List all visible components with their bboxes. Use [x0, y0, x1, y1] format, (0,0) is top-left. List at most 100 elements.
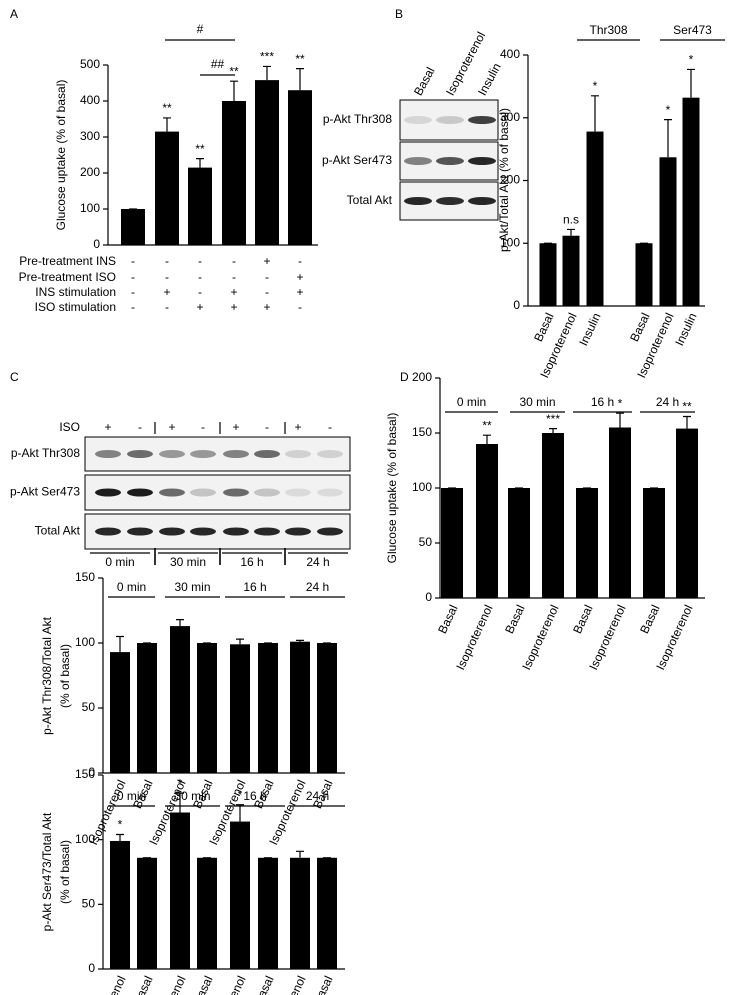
y-tick-label: 300: [80, 129, 100, 143]
bar: [290, 857, 310, 969]
group-label: 24 h: [656, 395, 679, 409]
bar: [643, 488, 665, 598]
bar: [137, 857, 157, 969]
bar: [170, 812, 190, 969]
blot-band: [95, 527, 121, 536]
x-tick-label: Basal: [637, 603, 662, 636]
bar: [476, 444, 498, 598]
y-tick-label: 400: [500, 47, 520, 61]
condition-sign: +: [163, 285, 170, 299]
significance-label: **: [229, 64, 239, 78]
y-tick-label: 0: [93, 237, 100, 251]
blot-row-label: p-Akt Thr308: [11, 446, 80, 460]
blot-band: [254, 450, 280, 458]
bar: [197, 857, 217, 969]
blot-band: [436, 116, 464, 124]
blot-band: [436, 157, 464, 165]
condition-sign: -: [198, 285, 202, 299]
error-bar: [664, 119, 672, 158]
error-bar: [176, 619, 184, 627]
x-tick-label: Basal: [627, 311, 652, 344]
significance-label: *: [618, 396, 623, 410]
bar: [542, 433, 564, 598]
x-tick-label: Basal: [251, 974, 276, 995]
bar: [508, 488, 530, 598]
significance-label: **: [682, 400, 692, 414]
bar: [255, 80, 279, 246]
y-axis-label: (% of basal): [58, 644, 72, 708]
blot-band: [127, 488, 153, 497]
blot-band: [285, 527, 311, 536]
blot-band: [404, 116, 432, 124]
bar: [586, 131, 604, 306]
bar: [576, 488, 598, 598]
panel-letter: D: [400, 370, 409, 384]
error-bar: [683, 415, 691, 429]
error-bar: [549, 428, 557, 433]
condition-sign: -: [165, 254, 169, 268]
bar: [155, 131, 179, 245]
bar: [110, 652, 130, 773]
blot-band: [159, 450, 185, 458]
significance-label: **: [482, 418, 492, 432]
bar: [562, 235, 580, 306]
error-bar: [616, 412, 624, 428]
error-bar: [236, 804, 244, 822]
treatment-sign: +: [294, 420, 301, 434]
bar: [288, 90, 312, 245]
bracket-label: ##: [211, 57, 225, 71]
blot-band: [254, 527, 280, 536]
blot-band: [436, 197, 464, 205]
bar: [188, 167, 212, 245]
treatment-sign: -: [138, 420, 142, 434]
error-bar: [176, 792, 184, 813]
blot-band: [317, 488, 343, 497]
bar: [137, 643, 157, 773]
group-label: 30 min: [174, 580, 210, 594]
y-axis-label: p-Akt/Total Akt (% of basal): [497, 108, 511, 252]
blot-band: [223, 450, 249, 458]
significance-label: **: [195, 142, 205, 156]
blot-band: [317, 527, 343, 536]
error-bar: [263, 65, 271, 81]
group-label: 30 min: [519, 395, 555, 409]
timepoint-label: 16 h: [240, 555, 263, 569]
treatment-sign: -: [265, 420, 269, 434]
condition-sign: -: [131, 285, 135, 299]
x-tick-label: Basal: [435, 603, 460, 636]
blot-band: [285, 450, 311, 458]
condition-label: INS stimulation: [35, 285, 116, 299]
significance-label: *: [178, 776, 183, 790]
condition-sign: -: [165, 300, 169, 314]
error-bar: [483, 434, 491, 444]
condition-sign: -: [265, 285, 269, 299]
timepoint-label: 0 min: [105, 555, 134, 569]
error-bar: [116, 635, 124, 653]
bracket-label: #: [197, 22, 204, 36]
condition-label: ISO stimulation: [35, 300, 116, 314]
condition-sign: -: [131, 300, 135, 314]
y-axis-label: Glucose uptake (% of basal): [385, 413, 399, 564]
error-bar: [116, 833, 124, 841]
timepoint-label: 30 min: [170, 555, 206, 569]
y-tick-label: 200: [412, 370, 432, 384]
blot-band: [190, 527, 216, 536]
y-tick-label: 100: [80, 201, 100, 215]
condition-label: Pre-treatment ISO: [19, 270, 116, 284]
blot-band: [159, 488, 185, 497]
blot-lane-label: Insulin: [475, 61, 504, 98]
group-label: 0 min: [117, 789, 146, 803]
blot-band: [223, 488, 249, 497]
y-axis-label: p-Akt Ser473/Total Akt: [40, 812, 54, 931]
significance-label: *: [689, 53, 694, 67]
condition-sign: +: [296, 285, 303, 299]
bar: [539, 243, 557, 306]
y-tick-label: 100: [75, 832, 95, 846]
significance-label: ***: [260, 50, 274, 64]
blot-band: [254, 488, 280, 497]
y-axis-label: Glucose uptake (% of basal): [54, 80, 68, 231]
treatment-sign: -: [201, 420, 205, 434]
x-tick-label: Isoproterenol: [519, 603, 561, 672]
condition-sign: +: [296, 270, 303, 284]
bar: [441, 488, 463, 598]
